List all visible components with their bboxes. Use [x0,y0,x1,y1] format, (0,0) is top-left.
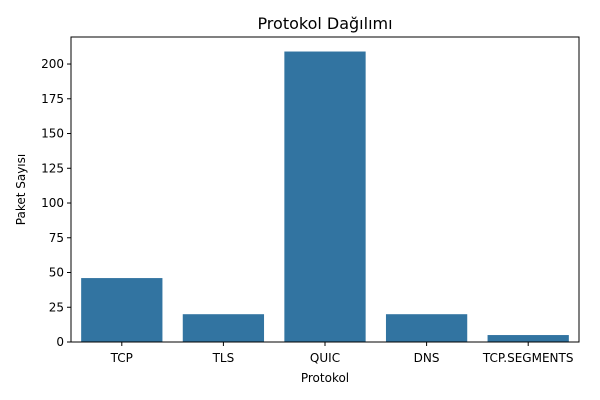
y-tick-label: 0 [56,335,64,349]
bar-tls [182,314,265,342]
x-tick-label: TCP [110,351,133,365]
y-tick-label: 75 [49,231,64,245]
bar-tcp [81,278,163,342]
y-axis-label: Paket Sayısı [14,154,28,225]
y-tick-label: 50 [49,266,64,280]
y-tick-label: 175 [41,92,64,106]
y-axis-ticks: 0 25 50 75 100 125 150 175 200 [41,57,71,349]
chart-title: Protokol Dağılımı [257,14,392,33]
y-tick-label: 200 [41,57,64,71]
y-tick-label: 25 [49,300,64,314]
y-tick-label: 150 [41,127,64,141]
x-tick-label: DNS [414,351,440,365]
plot-frame [70,36,580,343]
x-axis-ticks: TCP TLS QUIC DNS TCP.SEGMENTS [110,342,574,365]
bar-dns [385,314,468,342]
bar-series [81,51,569,343]
x-tick-label: QUIC [310,351,340,365]
bar-tcp-segments [487,335,569,342]
x-axis-label: Protokol [301,371,349,385]
x-tick-label: TCP.SEGMENTS [482,351,574,365]
x-tick-label: TLS [212,351,235,365]
y-tick-label: 125 [41,161,64,175]
bar-quic [284,51,366,343]
y-tick-label: 100 [41,196,64,210]
